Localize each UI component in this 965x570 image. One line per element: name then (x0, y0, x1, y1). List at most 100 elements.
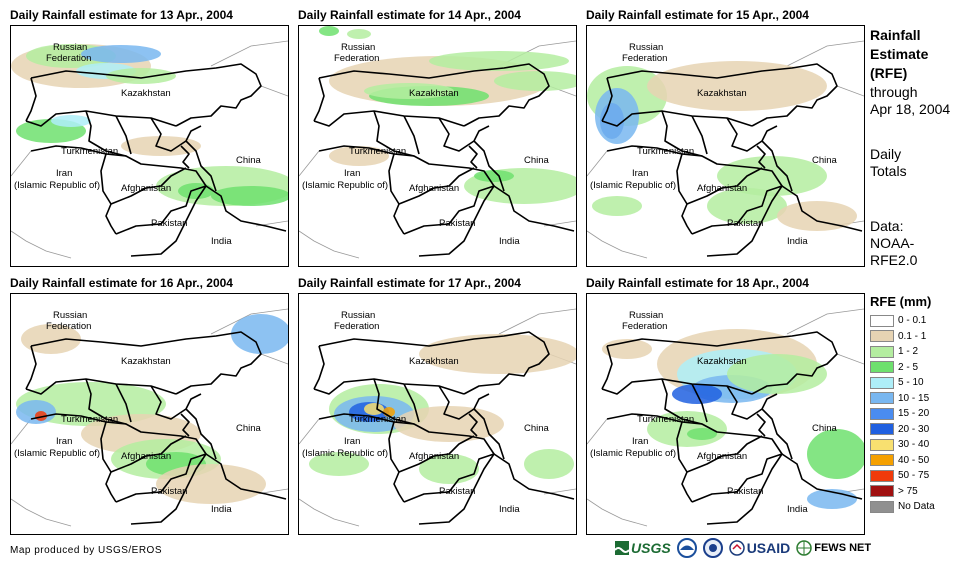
legend-label: No Data (898, 501, 935, 513)
country-label: Iran (56, 168, 72, 179)
country-label: China (236, 423, 262, 434)
data-source-line: RFE2.0 (870, 252, 918, 268)
map-panel: Daily Rainfall estimate for 13 Apr., 200… (10, 8, 290, 268)
border-line (398, 167, 475, 205)
border-line (115, 383, 132, 423)
rainfall-area (807, 429, 864, 479)
country-label: Russian (341, 42, 375, 53)
legend-item: > 75 (870, 484, 935, 500)
border-line (438, 385, 490, 420)
country-label: Kazakhstan (697, 356, 747, 367)
border-line (110, 167, 187, 205)
rainfall-area (647, 61, 827, 111)
rainfall-area (595, 88, 639, 144)
country-label: India (499, 236, 520, 247)
rainfall-area (347, 29, 371, 39)
legend-label: 40 - 50 (898, 454, 930, 466)
neighbor-border-line (299, 230, 360, 259)
rainfall-area (309, 452, 369, 476)
legend-item: No Data (870, 499, 935, 515)
border-line (606, 331, 838, 395)
rainfall-area (231, 314, 288, 354)
neighbor-border-line (498, 308, 576, 335)
usgs-wave-icon (615, 541, 629, 555)
country-label: Kazakhstan (409, 356, 459, 367)
country-label: Federation (334, 53, 379, 64)
legend-item: 50 - 75 (870, 468, 935, 484)
rainfall-area (156, 464, 266, 504)
rainfall-layer (602, 329, 864, 509)
country-borders (25, 63, 287, 257)
rainfall-layer (11, 44, 288, 206)
neighbor-border-line (11, 418, 32, 445)
border-line (318, 331, 550, 395)
panel-title: Daily Rainfall estimate for 18 Apr., 200… (586, 276, 809, 290)
legend-label: 2 - 5 (898, 361, 919, 373)
rainfall-area (35, 411, 47, 421)
legend-title: RFE (mm) (870, 294, 932, 309)
country-label: (Islamic Republic of) (14, 448, 100, 459)
rainfall-area (329, 146, 389, 166)
border-line (205, 185, 287, 232)
country-label: Russian (629, 310, 663, 321)
rainfall-area (687, 428, 717, 440)
rainfall-area (106, 68, 176, 84)
border-line (676, 153, 693, 235)
legend-swatch (870, 376, 894, 389)
map-credit: Map produced by USGS/EROS (10, 545, 163, 556)
border-line (661, 110, 703, 157)
border-line (606, 413, 783, 455)
border-line (85, 378, 127, 425)
border-line (25, 345, 37, 390)
usaid-logo: USAID (728, 540, 790, 556)
neighbor-border-line (210, 308, 288, 335)
border-line (318, 63, 550, 127)
country-label: Kazakhstan (121, 356, 171, 367)
legend-item: 1 - 2 (870, 344, 935, 360)
country-label: India (211, 504, 232, 515)
legend-swatch (870, 407, 894, 420)
country-borders (25, 331, 287, 525)
noaa-logo-icon (676, 538, 697, 558)
neighbor-border-line (299, 418, 320, 445)
rainfall-area (494, 71, 576, 91)
border-line (25, 77, 37, 122)
legend-swatch (870, 423, 894, 436)
neighbor-border-line (786, 40, 864, 67)
country-label: China (812, 423, 838, 434)
legend-swatch (870, 314, 894, 327)
border-line (403, 383, 420, 423)
country-borders (601, 63, 863, 257)
border-line (388, 421, 405, 503)
rainfall-area (727, 354, 827, 394)
border-line (493, 453, 575, 500)
rainfall-area (474, 170, 514, 182)
legend-swatch (870, 454, 894, 467)
usgs-logo: USGS (615, 540, 671, 556)
border-line (185, 140, 217, 192)
legend-swatch (870, 438, 894, 451)
neighbor-border-line (11, 498, 72, 527)
legend-label: 30 - 40 (898, 439, 930, 451)
country-label: Afghanistan (121, 451, 171, 462)
border-line (373, 110, 415, 157)
country-label: Kazakhstan (409, 88, 459, 99)
country-label: India (499, 504, 520, 515)
border-line (468, 145, 478, 169)
globe-icon (796, 540, 812, 556)
rainfall-area (364, 403, 384, 415)
panel-title: Daily Rainfall estimate for 13 Apr., 200… (10, 8, 233, 22)
legend-item: 40 - 50 (870, 453, 935, 469)
map-frame: Russian Federation Kazakhstan Turkmenistan I… (10, 25, 289, 267)
border-line (115, 185, 207, 257)
rainfall-area (707, 188, 787, 224)
country-label: Iran (344, 436, 360, 447)
legend-label: 50 - 75 (898, 470, 930, 482)
legend-item: 10 - 15 (870, 391, 935, 407)
title-line: (RFE) (870, 65, 908, 81)
country-label: Iran (632, 168, 648, 179)
border-line (781, 185, 863, 232)
